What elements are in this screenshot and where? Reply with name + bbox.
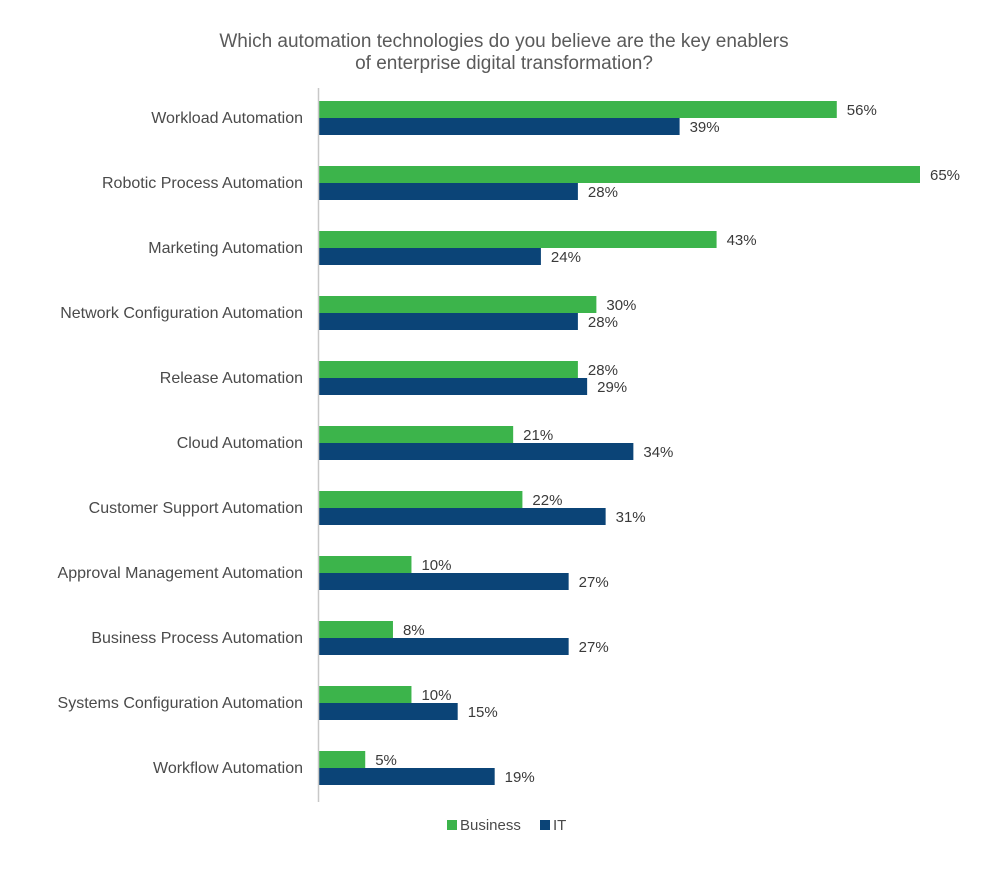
bar-business [319,361,578,378]
bar-business [319,426,514,443]
data-label-business: 22% [532,492,562,509]
bar-business [319,166,920,183]
bar-it [319,443,634,460]
category-label: Approval Management Automation [58,565,303,582]
data-label-business: 65% [930,167,960,184]
category-label: Systems Configuration Automation [58,695,303,712]
bar-business [319,231,717,248]
bar-it [319,638,569,655]
bars-group: Workload Automation 56% 39% Robotic Process… [58,101,960,786]
bar-business [319,296,597,313]
bar-business [319,101,837,118]
data-label-it: 31% [616,509,646,526]
data-label-it: 15% [468,704,498,721]
category-label: Business Process Automation [91,630,303,647]
chart-title-line-2: of enterprise digital transformation? [355,53,653,74]
legend-label-business: Business [460,817,521,834]
data-label-business: 28% [588,362,618,379]
bar-it [319,573,569,590]
legend-swatch-business [447,820,457,830]
data-label-it: 24% [551,249,581,266]
bar-it [319,183,578,200]
category-label: Cloud Automation [177,435,303,452]
chart-title-line-1: Which automation technologies do you bel… [219,31,788,52]
category-label: Marketing Automation [148,240,303,257]
data-label-it: 19% [505,769,535,786]
bar-it [319,313,578,330]
legend: Business IT [447,817,566,834]
data-label-business: 30% [606,297,636,314]
legend-label-it: IT [553,817,566,834]
category-label: Workflow Automation [153,760,303,777]
category-label: Network Configuration Automation [60,305,303,322]
bar-it [319,508,606,525]
bar-it [319,768,495,785]
category-label: Robotic Process Automation [102,175,303,192]
bar-business [319,751,366,768]
bar-business [319,491,523,508]
data-label-it: 28% [588,314,618,331]
data-label-business: 8% [403,622,425,639]
bar-it [319,703,458,720]
bar-business [319,621,393,638]
data-label-business: 10% [421,557,451,574]
data-label-it: 28% [588,184,618,201]
data-label-it: 27% [579,574,609,591]
data-label-business: 10% [421,687,451,704]
bar-it [319,118,680,135]
bar-it [319,378,588,395]
category-label: Release Automation [160,370,303,387]
data-label-it: 34% [643,444,673,461]
category-label: Customer Support Automation [89,500,303,517]
legend-swatch-it [540,820,550,830]
category-label: Workload Automation [151,110,303,127]
bar-business [319,686,412,703]
data-label-business: 21% [523,427,553,444]
bar-it [319,248,541,265]
data-label-business: 5% [375,752,397,769]
data-label-it: 27% [579,639,609,656]
bar-business [319,556,412,573]
data-label-it: 29% [597,379,627,396]
data-label-it: 39% [690,119,720,136]
data-label-business: 56% [847,102,877,119]
data-label-business: 43% [727,232,757,249]
